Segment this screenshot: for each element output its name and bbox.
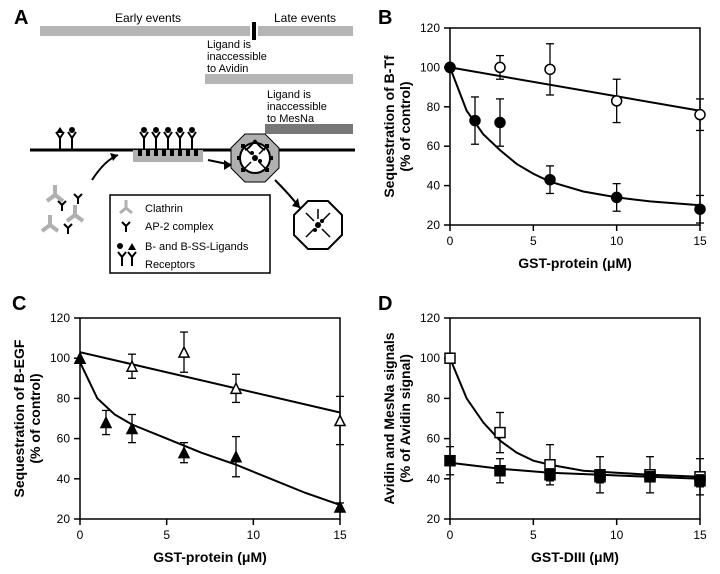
avidin-text-2: inaccessible xyxy=(207,51,267,63)
figure: A Early events Late events Ligand is ina… xyxy=(0,0,720,574)
svg-text:10: 10 xyxy=(247,528,261,542)
svg-text:0: 0 xyxy=(77,528,84,542)
svg-text:10: 10 xyxy=(610,528,624,542)
late-events-bar xyxy=(258,26,353,36)
svg-text:100: 100 xyxy=(420,351,440,365)
svg-text:0: 0 xyxy=(447,234,454,248)
svg-text:(% of control): (% of control) xyxy=(27,373,43,463)
svg-text:10: 10 xyxy=(610,234,624,248)
avidin-text-3: to Avidin xyxy=(207,63,248,75)
receptors-group xyxy=(56,127,76,150)
svg-text:60: 60 xyxy=(427,432,441,446)
mesna-text-2: inaccessible xyxy=(267,101,327,113)
svg-text:80: 80 xyxy=(427,100,441,114)
svg-text:40: 40 xyxy=(57,472,71,486)
panel-a-label: A xyxy=(14,7,28,29)
naked-vesicle xyxy=(294,201,342,249)
legend-bss: B- and B-SS-Ligands xyxy=(145,241,249,253)
early-events-bar xyxy=(40,26,250,36)
svg-text:20: 20 xyxy=(427,218,441,232)
early-events-text: Early events xyxy=(115,11,181,25)
svg-text:GST-DIII (μM): GST-DIII (μM) xyxy=(531,549,619,565)
svg-text:40: 40 xyxy=(427,179,441,193)
panel-d-svg: D 0 5 10 15 20 40 60 80 100 120 GST-DIII (μM) Avidi… xyxy=(370,290,720,574)
svg-text:15: 15 xyxy=(333,528,347,542)
panel-b: B 0 5 10 15 20 40 60 80 100 120 GST-protein (μM) Se… xyxy=(370,0,720,280)
svg-text:80: 80 xyxy=(427,391,441,405)
svg-text:100: 100 xyxy=(420,60,440,74)
svg-text:(% of Avidin signal): (% of Avidin signal) xyxy=(397,354,413,483)
timeline-divider xyxy=(252,22,256,40)
legend-ap2: AP-2 complex xyxy=(145,221,214,233)
panel-d: D 0 5 10 15 20 40 60 80 100 120 GST-DIII (μM) Avidi… xyxy=(370,290,720,574)
svg-text:15: 15 xyxy=(693,528,707,542)
mesna-text-1: Ligand is xyxy=(267,89,312,101)
legend-receptors: Receptors xyxy=(145,259,196,271)
clathrin-pit xyxy=(133,127,203,162)
svg-text:5: 5 xyxy=(530,528,537,542)
svg-text:Avidin and MesNa signals: Avidin and MesNa signals xyxy=(381,332,397,504)
svg-text:20: 20 xyxy=(427,512,441,526)
svg-text:40: 40 xyxy=(427,472,441,486)
svg-text:60: 60 xyxy=(57,432,71,446)
legend-clathrin: Clathrin xyxy=(145,203,183,215)
panel-c-label: C xyxy=(12,293,26,315)
svg-text:15: 15 xyxy=(693,234,707,248)
panel-c-svg: C 0 5 10 15 20 40 60 80 100 120 GST-protein (μM) Se… xyxy=(0,290,360,574)
panel-d-label: D xyxy=(378,293,392,315)
legend-box: Clathrin AP-2 complex B- and B-SS-Ligand… xyxy=(110,195,270,273)
svg-text:0: 0 xyxy=(447,528,454,542)
svg-text:GST-protein (μM): GST-protein (μM) xyxy=(518,255,632,271)
svg-text:(% of control): (% of control) xyxy=(397,81,413,171)
panel-b-label: B xyxy=(378,7,392,29)
svg-text:120: 120 xyxy=(50,311,70,325)
svg-text:100: 100 xyxy=(50,351,70,365)
svg-text:5: 5 xyxy=(163,528,170,542)
svg-text:Sequestration of B-Tf: Sequestration of B-Tf xyxy=(381,55,397,198)
panel-a-svg: A Early events Late events Ligand is ina… xyxy=(0,0,360,290)
svg-text:120: 120 xyxy=(420,311,440,325)
svg-text:GST-protein (μM): GST-protein (μM) xyxy=(153,549,267,565)
svg-text:Sequestration of B-EGF: Sequestration of B-EGF xyxy=(11,339,27,497)
panel-a: A Early events Late events Ligand is ina… xyxy=(0,0,360,290)
panel-c: C 0 5 10 15 20 40 60 80 100 120 GST-protein (μM) Se… xyxy=(0,290,360,574)
svg-text:20: 20 xyxy=(57,512,71,526)
svg-text:80: 80 xyxy=(57,391,71,405)
mesna-bar xyxy=(265,124,353,134)
svg-text:5: 5 xyxy=(530,234,537,248)
panel-b-svg: B 0 5 10 15 20 40 60 80 100 120 GST-protein (μM) Se… xyxy=(370,0,720,280)
mesna-text-3: to MesNa xyxy=(267,113,315,125)
svg-text:60: 60 xyxy=(427,139,441,153)
avidin-text-1: Ligand is xyxy=(207,39,252,51)
late-events-text: Late events xyxy=(274,11,336,25)
cytosol-components xyxy=(42,185,83,234)
svg-text:120: 120 xyxy=(420,21,440,35)
avidin-bar xyxy=(205,74,353,84)
